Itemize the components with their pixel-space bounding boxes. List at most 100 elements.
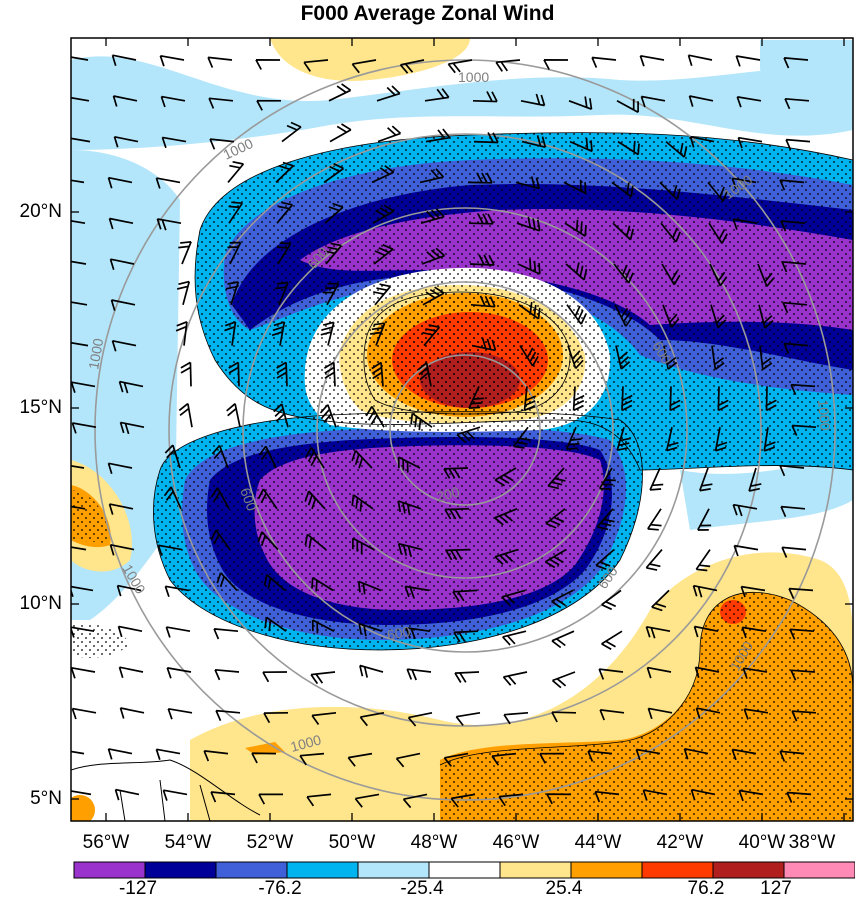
wind-barb bbox=[661, 263, 681, 286]
wind-barb bbox=[665, 427, 679, 452]
wind-barb bbox=[494, 508, 518, 526]
wind-barb bbox=[209, 138, 235, 150]
wind-barb bbox=[322, 282, 340, 306]
wind-barb bbox=[781, 260, 807, 273]
wind-barb bbox=[640, 95, 666, 108]
wind-barb bbox=[111, 54, 137, 66]
wind-barb bbox=[765, 386, 777, 412]
wind-barb bbox=[695, 549, 711, 572]
wind-barb bbox=[71, 750, 85, 755]
stipple-hatching bbox=[71, 132, 853, 821]
wind-barb bbox=[699, 467, 713, 492]
wind-barb bbox=[119, 421, 145, 435]
wind-barb bbox=[311, 576, 334, 592]
wind-barb bbox=[502, 630, 527, 646]
wind-barb bbox=[757, 263, 775, 287]
colorbar-label: -127 bbox=[118, 878, 158, 899]
wind-barb bbox=[503, 711, 529, 725]
wind-barb bbox=[358, 622, 383, 637]
wind-barb bbox=[572, 386, 585, 412]
wind-barb bbox=[305, 447, 325, 469]
lon-label: 52°W bbox=[246, 832, 294, 853]
wind-barb bbox=[783, 57, 809, 69]
contour-label: 200 bbox=[435, 483, 462, 505]
wind-barb bbox=[551, 711, 577, 723]
wind-barb bbox=[494, 548, 519, 566]
wind-barb bbox=[471, 337, 497, 352]
plot-frame bbox=[70, 37, 854, 822]
colorbar-swatch bbox=[357, 861, 430, 879]
wind-barb bbox=[306, 793, 332, 807]
wind-barb bbox=[758, 304, 774, 329]
coastline bbox=[71, 759, 261, 821]
wind-barb bbox=[71, 96, 90, 102]
wind-barb bbox=[71, 505, 86, 510]
wind-barb bbox=[373, 283, 392, 306]
wind-barbs bbox=[71, 54, 817, 809]
wind-barb bbox=[351, 450, 373, 469]
wind-barb bbox=[614, 304, 633, 327]
wind-barb bbox=[694, 666, 720, 679]
wind-barb bbox=[642, 789, 668, 801]
wind-barb bbox=[203, 750, 229, 762]
wind-barb bbox=[211, 444, 229, 469]
lon-label: 38°W bbox=[788, 832, 836, 853]
wind-barb bbox=[737, 136, 763, 149]
wind-barb bbox=[692, 584, 718, 598]
wind-barb bbox=[517, 258, 541, 275]
wind-barb bbox=[731, 748, 757, 761]
wind-barb bbox=[546, 793, 572, 805]
wind-barb bbox=[113, 135, 139, 148]
wind-barb bbox=[328, 83, 352, 102]
wind-barb bbox=[108, 503, 134, 515]
wind-barb bbox=[116, 584, 142, 597]
wind-barb bbox=[395, 752, 421, 768]
wind-barb bbox=[311, 711, 337, 725]
wind-barb bbox=[523, 386, 537, 412]
wind-barb bbox=[257, 488, 278, 510]
wind-barb bbox=[785, 138, 811, 151]
wind-barb bbox=[304, 490, 326, 510]
wind-barb bbox=[473, 132, 499, 144]
wind-barb bbox=[690, 788, 716, 801]
wind-barb bbox=[263, 574, 286, 592]
lat-label-5n: 5°N bbox=[30, 788, 62, 809]
colorbar-swatch bbox=[570, 861, 643, 879]
wind-barb bbox=[647, 707, 673, 720]
wind-barb bbox=[663, 345, 678, 370]
wind-barb bbox=[591, 56, 617, 68]
wind-barb bbox=[687, 54, 713, 66]
wind-barb bbox=[71, 301, 88, 306]
wind-barb bbox=[112, 95, 138, 107]
wind-barb bbox=[516, 216, 541, 232]
wind-barb bbox=[693, 625, 719, 638]
wind-barb bbox=[789, 628, 815, 640]
wind-barb bbox=[551, 630, 575, 649]
wind-barb bbox=[160, 95, 186, 108]
wind-barb bbox=[419, 168, 445, 184]
wind-barb bbox=[662, 304, 680, 328]
wind-barb bbox=[71, 220, 86, 225]
wind-barb bbox=[565, 262, 588, 281]
wind-barb bbox=[639, 54, 665, 67]
wind-barb bbox=[455, 711, 481, 726]
wind-barb bbox=[227, 160, 245, 183]
wind-barb bbox=[323, 361, 336, 387]
wind-barb bbox=[717, 386, 729, 412]
wind-barb bbox=[665, 140, 688, 158]
lightblue-band-top bbox=[71, 56, 853, 150]
wind-barb bbox=[225, 281, 240, 306]
orange-bottom-left-corner bbox=[71, 795, 95, 821]
wind-barb bbox=[406, 668, 432, 681]
wind-barb bbox=[649, 467, 664, 491]
wind-barb bbox=[563, 179, 587, 194]
wind-barb bbox=[741, 626, 767, 639]
wind-barb bbox=[613, 263, 634, 284]
wind-barb bbox=[155, 177, 181, 189]
colorbar-label: 76.2 bbox=[687, 878, 725, 899]
wind-barb bbox=[107, 462, 133, 475]
wind-barb bbox=[210, 791, 236, 803]
lon-label: 44°W bbox=[574, 832, 622, 853]
wind-barb bbox=[646, 666, 672, 679]
